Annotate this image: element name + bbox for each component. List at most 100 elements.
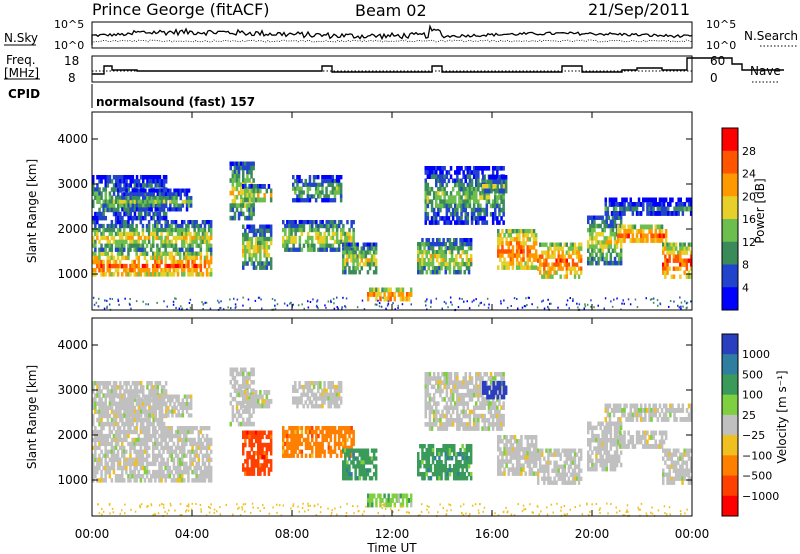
heatmap-cell <box>170 259 174 265</box>
heatmap-cell <box>173 405 176 410</box>
heatmap-cell <box>145 303 147 306</box>
heatmap-cell <box>435 195 438 200</box>
heatmap-cell <box>158 196 162 201</box>
heatmap-cell <box>171 405 174 410</box>
colorbar-frame <box>721 127 739 311</box>
heatmap-cell <box>468 186 472 192</box>
heatmap-cell <box>110 231 114 237</box>
heatmap-cell <box>440 250 443 255</box>
heatmap-cell <box>673 211 676 216</box>
heatmap-cell <box>147 426 151 431</box>
heatmap-cell <box>441 203 444 209</box>
heatmap-cell <box>231 182 235 187</box>
heatmap-cell <box>207 445 211 450</box>
heatmap-cell <box>441 170 444 175</box>
heatmap-cell <box>589 232 592 237</box>
heatmap-cell <box>613 256 617 262</box>
heatmap-cell <box>102 421 105 427</box>
heatmap-cell <box>246 430 249 435</box>
heatmap-cell <box>121 203 124 208</box>
heatmap-cell <box>133 413 137 419</box>
heatmap-cell <box>664 242 667 247</box>
heatmap-cell <box>642 202 645 207</box>
heatmap-cell <box>319 429 322 435</box>
heatmap-cell <box>339 190 343 195</box>
heatmap-cell <box>172 449 176 454</box>
heatmap-cell <box>195 465 198 471</box>
heatmap-cell <box>607 223 611 229</box>
heatmap-cell <box>550 302 552 305</box>
heatmap-cell <box>259 240 262 246</box>
heatmap-cell <box>189 298 192 301</box>
heatmap-cell <box>139 215 143 221</box>
heatmap-cell <box>169 394 172 399</box>
heatmap-cell <box>290 441 293 447</box>
heatmap-cell <box>437 178 440 184</box>
heatmap-cell <box>650 211 653 216</box>
heatmap-cell <box>549 242 552 247</box>
heatmap-cell <box>156 215 160 221</box>
heatmap-cell <box>229 215 232 221</box>
heatmap-cell <box>467 262 471 267</box>
heatmap-cell <box>195 268 198 273</box>
heatmap-cell <box>201 474 205 479</box>
heatmap-cell <box>333 445 337 450</box>
heatmap-cell <box>252 161 255 167</box>
heatmap-cell <box>333 429 337 435</box>
heatmap-cell <box>639 233 643 239</box>
heatmap-cell <box>146 417 149 423</box>
heatmap-cell <box>177 398 180 403</box>
heatmap-cell <box>477 174 480 179</box>
heatmap-cell <box>460 186 463 192</box>
heatmap-cell <box>203 437 207 443</box>
heatmap-cell <box>444 262 447 267</box>
heatmap-cell <box>175 405 178 410</box>
heatmap-cell <box>125 469 128 475</box>
heatmap-cell <box>364 258 368 263</box>
heatmap-cell <box>106 268 109 273</box>
heatmap-cell <box>123 263 126 269</box>
heatmap-cell <box>237 392 241 398</box>
heatmap-cell <box>168 231 172 237</box>
heatmap-cell <box>133 385 137 390</box>
heatmap-cell <box>142 398 145 403</box>
heatmap-cell <box>252 228 256 234</box>
heatmap-cell <box>121 478 124 483</box>
heatmap-cell <box>670 242 674 247</box>
heatmap-cell <box>149 231 153 237</box>
heatmap-cell <box>185 235 188 241</box>
heatmap-cell <box>511 257 515 262</box>
heatmap-cell <box>302 190 305 195</box>
heatmap-cell <box>237 182 241 187</box>
heatmap-cell <box>344 235 347 241</box>
heatmap-cell <box>139 417 143 423</box>
heatmap-cell <box>121 231 124 237</box>
heatmap-cell <box>450 242 454 247</box>
heatmap-cell <box>231 186 235 192</box>
heatmap-cell <box>254 245 258 250</box>
heatmap-cell <box>135 239 138 244</box>
heatmap-cell <box>156 429 159 435</box>
heatmap-cell <box>257 399 260 404</box>
heatmap-cell <box>660 197 664 203</box>
heatmap-cell <box>263 232 266 238</box>
heatmap-cell <box>445 302 447 305</box>
heatmap-cell <box>265 188 269 194</box>
heatmap-cell <box>667 206 670 212</box>
heatmap-cell <box>166 251 169 256</box>
heatmap-cell <box>496 179 500 185</box>
heatmap-cell <box>170 251 174 256</box>
heatmap-cell <box>370 258 374 263</box>
heatmap-cell <box>664 262 667 267</box>
heatmap-cell <box>383 287 386 293</box>
heatmap-cell <box>183 394 187 399</box>
heatmap-cell <box>199 478 203 483</box>
heatmap-cell <box>383 296 386 302</box>
heatmap-cell <box>143 239 147 244</box>
heatmap-cell <box>501 265 504 270</box>
heatmap-cell <box>595 240 598 245</box>
heatmap-cell <box>174 223 178 229</box>
heatmap-cell <box>104 381 107 386</box>
heatmap-cell <box>207 465 211 471</box>
heatmap-cell <box>296 396 299 401</box>
